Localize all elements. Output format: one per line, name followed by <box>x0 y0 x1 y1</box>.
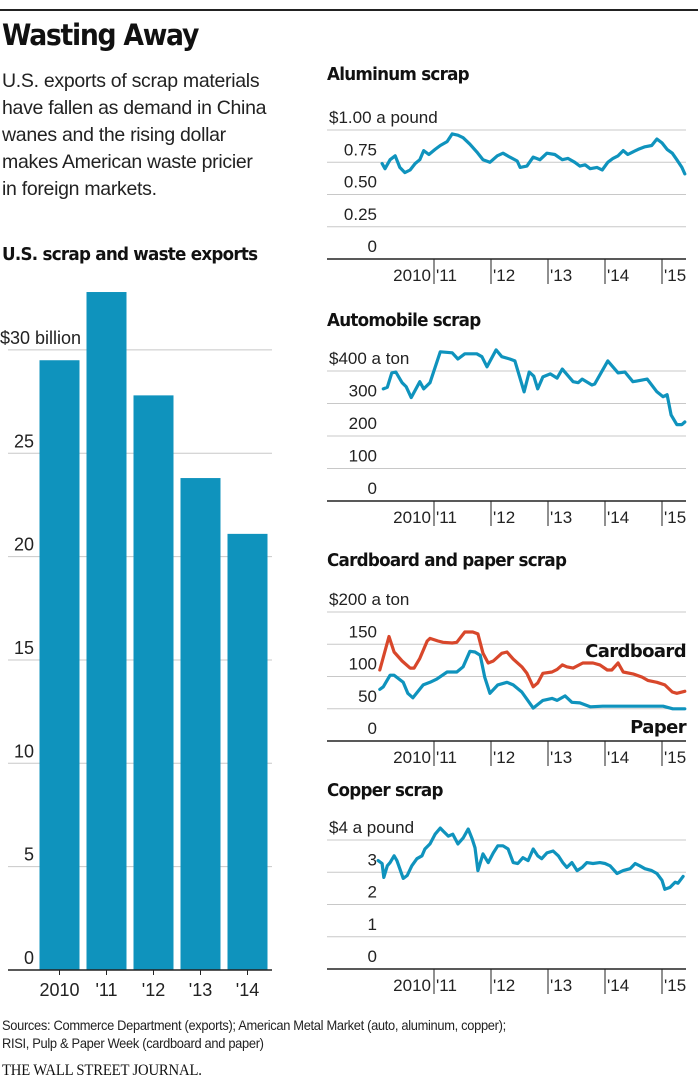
cardboard-paper-chart-title: Cardboard and paper scrap <box>327 550 567 571</box>
bar <box>39 360 80 970</box>
y-tick-label: 0.50 <box>344 173 377 192</box>
x-tick-label: 2010 <box>393 508 431 527</box>
y-tick-label: $4 a pound <box>329 818 414 837</box>
y-tick-label: 0 <box>368 719 377 738</box>
dek-line: wanes and the rising dollar <box>2 124 226 146</box>
y-tick-label: 1 <box>368 915 377 934</box>
series-label-cardboard: Cardboard <box>585 641 686 662</box>
y-tick-label: $400 a ton <box>329 349 409 368</box>
page-title: Wasting Away <box>2 18 199 52</box>
y-tick-label: 2 <box>368 883 377 902</box>
x-tick-label: '14 <box>607 748 629 767</box>
x-tick-label: '12 <box>493 266 515 285</box>
x-tick-label: 2010 <box>393 976 431 995</box>
y-tick-label: 50 <box>358 687 377 706</box>
exports-chart-title: U.S. scrap and waste exports <box>2 244 258 265</box>
y-tick-label: $200 a ton <box>329 590 409 609</box>
x-tick-label: '12 <box>142 980 165 1000</box>
top-rule <box>0 9 698 11</box>
copper-chart-title: Copper scrap <box>327 780 443 801</box>
y-tick-label: 25 <box>14 431 34 451</box>
x-tick-label: '15 <box>664 976 686 995</box>
x-tick-label: '12 <box>493 976 515 995</box>
cardboard-paper-line-chart: 0 50 100 150 $200 a ton 2010 '11 '12 '13 '14 '15 Ca… <box>327 590 687 767</box>
x-tick-label: '12 <box>493 508 515 527</box>
series-line-copper <box>376 826 685 891</box>
x-tick-label: '14 <box>236 980 259 1000</box>
dek-line: makes American waste pricier <box>2 151 253 173</box>
y-tick-label: $1.00 a pound <box>329 108 438 127</box>
y-tick-label: 3 <box>368 850 377 869</box>
y-tick-label: 300 <box>349 382 377 401</box>
y-tick-label: 5 <box>24 845 34 865</box>
dek-line: in foreign markets. <box>2 178 157 200</box>
exports-bar-chart: 0 5 10 15 20 25 $30 billion 2010 '11 '12 '13 '14 <box>0 292 272 1000</box>
copper-line-chart: 0 1 2 3 $4 a pound 2010 '11 '12 '13 '14 '15 <box>327 818 686 995</box>
x-tick-label: '13 <box>550 266 572 285</box>
y-tick-label: $30 billion <box>0 328 81 348</box>
automobile-chart-title: Automobile scrap <box>327 310 481 331</box>
x-tick-label: '11 <box>436 508 457 527</box>
automobile-line-chart: 0 100 200 300 $400 a ton 2010 '11 '12 '13 '14 '15 <box>327 348 687 527</box>
series-line-automobile <box>381 348 687 427</box>
bar <box>227 533 268 970</box>
y-tick-label: 0.75 <box>344 140 377 159</box>
x-tick-label: '13 <box>189 980 212 1000</box>
x-tick-label: '11 <box>436 748 457 767</box>
y-tick-label: 0.25 <box>344 205 377 224</box>
x-tick-label: '11 <box>95 980 117 1000</box>
bar <box>133 395 174 970</box>
bar <box>86 292 127 970</box>
y-tick-label: 15 <box>14 638 34 658</box>
x-tick-label: '13 <box>550 976 572 995</box>
dek: U.S. exports of scrap materials have fal… <box>2 68 322 203</box>
bar <box>180 478 221 970</box>
x-tick-label: 2010 <box>393 266 431 285</box>
x-tick-label: '11 <box>436 976 457 995</box>
x-tick-label: '11 <box>436 266 457 285</box>
x-tick-label: '15 <box>664 748 686 767</box>
x-tick-label: '13 <box>550 508 572 527</box>
y-tick-label: 150 <box>349 622 377 641</box>
x-tick-label: '14 <box>607 976 629 995</box>
x-tick-label: '15 <box>664 266 686 285</box>
y-tick-label: 100 <box>349 655 377 674</box>
x-tick-label: '13 <box>550 748 572 767</box>
publication-credit: THE WALL STREET JOURNAL. <box>2 1062 202 1079</box>
y-tick-label: 200 <box>349 414 377 433</box>
x-tick-label: '12 <box>493 748 515 767</box>
aluminum-chart-title: Aluminum scrap <box>327 64 470 85</box>
x-tick-label: '14 <box>607 508 629 527</box>
aluminum-line-chart: 0 0.25 0.50 0.75 $1.00 a pound 2010 '11 '12 '13 '… <box>327 108 687 285</box>
series-line-aluminum <box>380 132 687 176</box>
source-note: Sources: Commerce Department (exports); … <box>2 1016 700 1052</box>
dek-line: have fallen as demand in China <box>2 97 267 119</box>
y-tick-label: 100 <box>349 447 377 466</box>
y-tick-label: 0 <box>368 237 377 256</box>
source-line: Sources: Commerce Department (exports); … <box>2 1017 506 1033</box>
x-tick-label: '15 <box>664 508 686 527</box>
y-tick-label: 0 <box>368 479 377 498</box>
y-tick-label: 0 <box>368 947 377 966</box>
y-tick-label: 0 <box>24 948 34 968</box>
series-label-paper: Paper <box>630 717 687 738</box>
series-line-cardboard <box>378 630 687 695</box>
x-tick-label: 2010 <box>393 748 431 767</box>
y-tick-label: 10 <box>14 741 34 761</box>
y-tick-label: 20 <box>14 535 34 555</box>
x-tick-label: '14 <box>607 266 629 285</box>
x-tick-label: 2010 <box>39 980 79 1000</box>
series-line-paper <box>378 649 687 711</box>
source-line: RISI, Pulp & Paper Week (cardboard and p… <box>2 1035 264 1051</box>
dek-line: U.S. exports of scrap materials <box>2 70 260 92</box>
